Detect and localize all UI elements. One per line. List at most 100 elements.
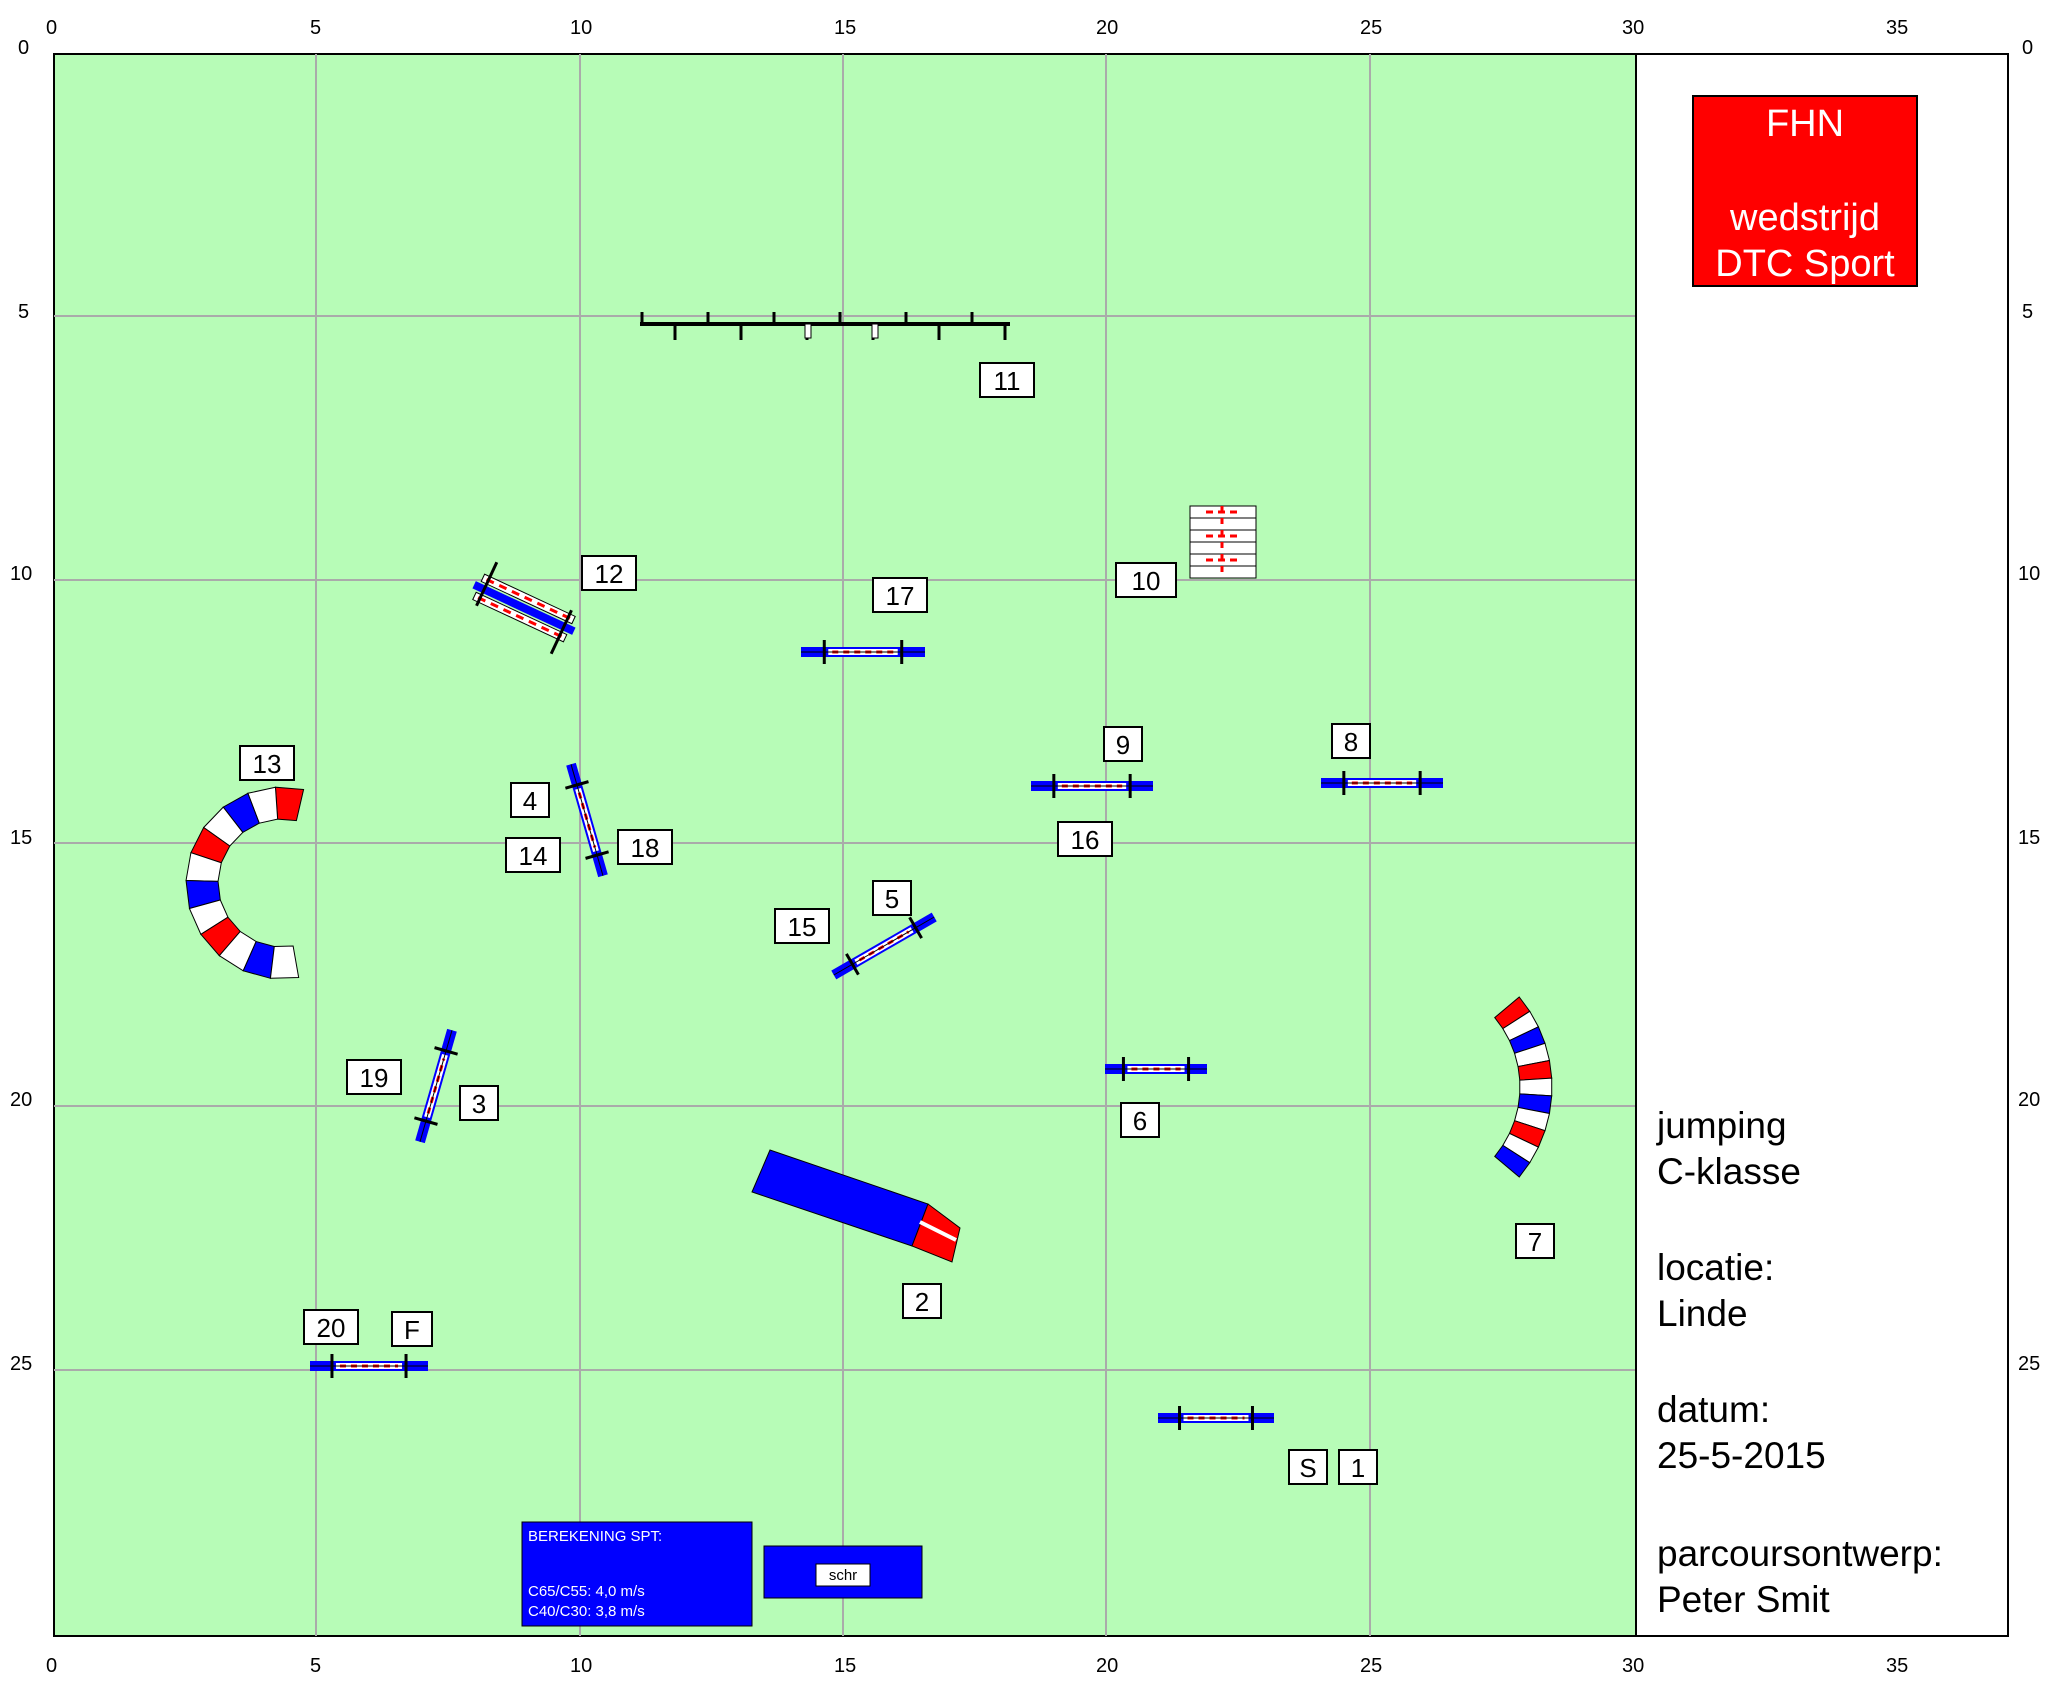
fhn-logo: FHN wedstrijd DTC Sport	[1692, 95, 1918, 287]
tick-label: 5	[18, 301, 29, 323]
obstacle-8-jump	[1321, 771, 1443, 795]
label-text: 11	[994, 366, 1021, 396]
obstacle-13-tunnel	[185, 786, 305, 979]
course-info: jumping C-klasse locatie: Linde datum: 2…	[1656, 1105, 1943, 1620]
label-text: 6	[1133, 1106, 1147, 1136]
spt-line-1: C65/C55: 4,0 m/s	[528, 1583, 645, 1600]
label-n18: 18	[617, 829, 673, 865]
label-text: 7	[1528, 1227, 1542, 1257]
obstacle-12-oxer	[472, 561, 576, 655]
tick-label: 25	[1360, 17, 1382, 39]
tick-label: 15	[834, 1655, 856, 1677]
label-n6: 6	[1120, 1102, 1160, 1138]
field-area	[53, 53, 1637, 1637]
label-start: S	[1288, 1449, 1328, 1485]
left-axis: 0 5 10 15 20 25	[10, 37, 32, 1375]
tick-label: 10	[10, 563, 32, 585]
obstacle-2-ramp	[751, 1149, 961, 1263]
label-text: 16	[1071, 825, 1100, 855]
obstacle-11-wall	[640, 312, 1010, 340]
label-n2: 2	[902, 1283, 942, 1319]
label-finish: F	[391, 1311, 433, 1347]
scorer-label: schr	[829, 1567, 857, 1584]
tick-label: 10	[2018, 563, 2040, 585]
tick-label: 15	[10, 827, 32, 849]
info-class-type: jumping	[1656, 1105, 1787, 1146]
obstacle-3-jump	[413, 1028, 459, 1144]
label-n1: 1	[1338, 1449, 1378, 1485]
top-axis: 0 5 10 15 20 25 30 35	[46, 17, 1908, 39]
wall-segment	[804, 323, 812, 339]
tick-label: 35	[1886, 17, 1908, 39]
right-axis: 0 5 10 15 20 25	[2018, 37, 2040, 1375]
label-n13: 13	[239, 745, 295, 781]
label-text: 1	[1351, 1453, 1365, 1483]
logo-box	[1692, 95, 1918, 287]
label-n11: 11	[979, 362, 1035, 398]
tick-label: 35	[1886, 1655, 1908, 1677]
tunnel-segment	[1519, 1077, 1553, 1097]
tick-label: 10	[570, 1655, 592, 1677]
tick-label: 25	[2018, 1353, 2040, 1375]
label-n16: 16	[1057, 821, 1113, 857]
label-text: 5	[885, 884, 899, 914]
label-text: 17	[886, 581, 915, 611]
tick-label: 20	[1096, 17, 1118, 39]
info-location: Linde	[1657, 1293, 1748, 1334]
tick-label: 0	[46, 17, 57, 39]
spt-title: BEREKENING SPT:	[528, 1528, 662, 1545]
label-text: 20	[317, 1313, 346, 1343]
info-designer-label: parcoursontwerp:	[1657, 1533, 1943, 1574]
obstacle-7-tunnel	[1494, 996, 1553, 1178]
info-date: 25-5-2015	[1657, 1435, 1826, 1476]
bottom-axis: 0 5 10 15 20 25 30 35	[46, 1655, 1908, 1677]
tick-label: 25	[1360, 1655, 1382, 1677]
label-text: 3	[472, 1089, 486, 1119]
tick-label: 15	[2018, 827, 2040, 849]
label-n15: 15	[774, 908, 830, 944]
info-location-label: locatie:	[1657, 1247, 1774, 1288]
label-text: 19	[360, 1063, 389, 1093]
tick-label: 30	[1622, 17, 1644, 39]
info-date-label: datum:	[1657, 1389, 1770, 1430]
tunnel-segment	[269, 945, 300, 979]
logo-line-1: FHN	[1766, 103, 1844, 145]
grid-lines	[54, 54, 1636, 1636]
label-n3: 3	[459, 1085, 499, 1121]
label-text: 15	[788, 912, 817, 942]
label-text: 13	[253, 749, 282, 779]
tick-label: 5	[2022, 301, 2033, 323]
label-text: 8	[1344, 727, 1358, 757]
label-n12: 12	[581, 555, 637, 591]
label-n20: 20	[303, 1309, 359, 1345]
label-text: 4	[523, 786, 537, 816]
label-n4: 4	[510, 782, 550, 818]
label-text: S	[1299, 1453, 1316, 1483]
tunnel-segment	[1494, 1144, 1531, 1178]
tick-label: 5	[310, 17, 321, 39]
label-text: 10	[1132, 566, 1161, 596]
label-n14: 14	[505, 837, 561, 873]
label-n8: 8	[1331, 723, 1371, 759]
tick-label: 10	[570, 17, 592, 39]
label-text: 14	[519, 841, 548, 871]
tick-label: 20	[2018, 1089, 2040, 1111]
wall-segment	[871, 323, 879, 339]
tick-label: 25	[10, 1353, 32, 1375]
label-n10: 10	[1115, 562, 1177, 598]
info-designer: Peter Smit	[1657, 1579, 1830, 1620]
obstacle-5-jump	[831, 912, 937, 980]
tick-label: 30	[1622, 1655, 1644, 1677]
obstacle-1-jump	[1158, 1406, 1274, 1430]
info-class: C-klasse	[1657, 1151, 1801, 1192]
label-n5: 5	[872, 880, 912, 916]
label-text: 12	[595, 559, 624, 589]
obstacle-10-ladder	[1189, 505, 1257, 579]
scorer-table: schr	[763, 1545, 923, 1599]
logo-line-2: wedstrijd	[1729, 197, 1880, 239]
number-labels: 11 12 17 10 13 9 8 4 14 18 16 5 15 19 3 6 7 2 20 F S 1	[239, 362, 1555, 1485]
label-n19: 19	[346, 1059, 402, 1095]
tick-label: 0	[18, 37, 29, 59]
